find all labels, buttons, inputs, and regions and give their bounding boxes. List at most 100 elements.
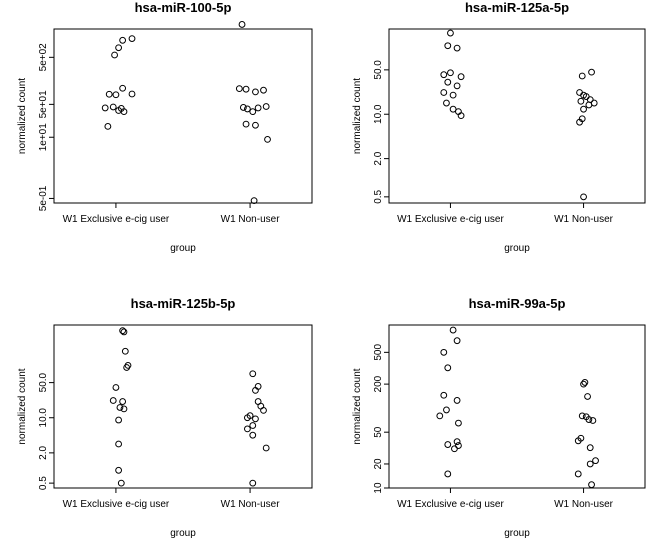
data-point bbox=[586, 444, 594, 452]
y-tick-label: 5e+02 bbox=[38, 43, 49, 72]
y-tick-label: 2.0 bbox=[38, 445, 49, 459]
data-point bbox=[449, 326, 457, 334]
data-point bbox=[243, 425, 251, 433]
data-point bbox=[589, 417, 597, 424]
data-point bbox=[453, 337, 461, 345]
y-tick-label: 0.5 bbox=[38, 476, 49, 490]
data-point bbox=[117, 479, 125, 487]
data-point bbox=[444, 42, 452, 50]
data-point bbox=[104, 123, 112, 130]
data-point bbox=[119, 398, 127, 405]
data-point bbox=[574, 470, 582, 478]
chart-title: hsa-miR-100-5p bbox=[135, 0, 232, 15]
chart-panel-2: hsa-miR-125a-5p W1 Exclusive e-cig user W1… bbox=[352, 0, 646, 254]
data-point bbox=[120, 328, 128, 336]
data-point bbox=[578, 72, 586, 80]
data-point bbox=[449, 91, 457, 99]
x-axis-label: group bbox=[504, 243, 530, 254]
data-point bbox=[440, 348, 448, 356]
data-point bbox=[119, 327, 127, 335]
data-point bbox=[128, 90, 136, 98]
y-tick-label: 200 bbox=[373, 375, 384, 392]
x-tick-label: W1 Exclusive e-cig user bbox=[63, 499, 170, 510]
data-point bbox=[252, 121, 259, 129]
data-point bbox=[254, 104, 262, 112]
data-point bbox=[116, 404, 124, 411]
data-point bbox=[249, 370, 257, 378]
data-point bbox=[585, 101, 593, 109]
y-tick-label: 2.0 bbox=[373, 151, 384, 165]
data-point bbox=[109, 103, 117, 111]
data-point bbox=[262, 103, 270, 110]
plot-frame bbox=[53, 28, 313, 204]
y-tick-label: 5e-01 bbox=[38, 185, 49, 211]
data-point bbox=[453, 44, 461, 52]
data-point bbox=[235, 85, 243, 93]
data-point bbox=[447, 69, 454, 77]
data-point bbox=[249, 422, 257, 429]
chart-title: hsa-miR-125b-5p bbox=[131, 296, 236, 311]
data-point bbox=[257, 402, 265, 410]
chart-panel-4: hsa-miR-99a-5p W1 Exclusive e-cig user W1 … bbox=[352, 296, 646, 539]
x-tick-label: W1 Exclusive e-cig user bbox=[397, 499, 504, 510]
y-tick-label: 500 bbox=[373, 344, 384, 361]
data-point bbox=[584, 393, 591, 400]
y-axis-label: normalized count bbox=[352, 368, 363, 444]
chart-panel-3: hsa-miR-125b-5p W1 Exclusive e-cig user W1… bbox=[17, 296, 313, 539]
data-point bbox=[262, 444, 270, 452]
data-point bbox=[577, 97, 585, 105]
data-point bbox=[242, 85, 250, 93]
y-axis-label: normalized count bbox=[17, 368, 28, 444]
y-axis-label: normalized count bbox=[17, 78, 28, 154]
data-point bbox=[109, 397, 117, 404]
data-point bbox=[578, 412, 586, 420]
y-tick-label: 50.0 bbox=[38, 372, 49, 392]
chart-title: hsa-miR-99a-5p bbox=[469, 296, 566, 311]
x-tick-label: W1 Exclusive e-cig user bbox=[63, 214, 170, 225]
data-point bbox=[588, 481, 595, 489]
data-point bbox=[453, 82, 461, 90]
data-point bbox=[443, 99, 450, 107]
data-point bbox=[451, 445, 458, 453]
data-point bbox=[120, 108, 128, 116]
data-point bbox=[128, 35, 136, 43]
data-point bbox=[588, 68, 595, 76]
data-point bbox=[252, 88, 259, 96]
data-point bbox=[457, 73, 465, 81]
data-point bbox=[580, 105, 587, 113]
data-point bbox=[120, 405, 128, 413]
chart-title: hsa-miR-125a-5p bbox=[465, 0, 569, 15]
y-axis-label: normalized count bbox=[352, 78, 363, 154]
x-axis-label: group bbox=[170, 243, 196, 254]
data-point bbox=[243, 105, 251, 113]
data-point bbox=[249, 479, 257, 487]
data-point bbox=[449, 105, 457, 113]
x-axis-label: group bbox=[170, 528, 196, 539]
data-point bbox=[440, 89, 448, 96]
plot-frame bbox=[53, 324, 313, 489]
data-point bbox=[249, 108, 257, 116]
data-point bbox=[453, 438, 461, 446]
data-point bbox=[455, 442, 462, 449]
data-point bbox=[260, 86, 267, 94]
data-point bbox=[585, 416, 593, 423]
data-point bbox=[440, 71, 448, 79]
x-tick-label: W1 Exclusive e-cig user bbox=[397, 214, 504, 225]
data-point bbox=[436, 412, 444, 420]
data-point bbox=[444, 470, 452, 478]
data-point bbox=[586, 460, 594, 468]
data-point bbox=[264, 135, 271, 143]
y-tick-label: 10.0 bbox=[373, 104, 384, 124]
y-tick-label: 50.0 bbox=[373, 60, 384, 80]
data-point bbox=[580, 380, 587, 388]
x-axis-label: group bbox=[504, 528, 530, 539]
y-tick-label: 20 bbox=[373, 458, 384, 470]
data-point bbox=[242, 120, 250, 128]
data-point bbox=[121, 347, 129, 355]
data-point bbox=[440, 391, 448, 399]
y-tick-label: 5e+01 bbox=[38, 90, 49, 119]
plot-frame bbox=[388, 28, 646, 204]
data-point bbox=[447, 29, 454, 37]
data-point bbox=[453, 397, 461, 404]
x-tick-label: W1 Non-user bbox=[554, 214, 614, 225]
